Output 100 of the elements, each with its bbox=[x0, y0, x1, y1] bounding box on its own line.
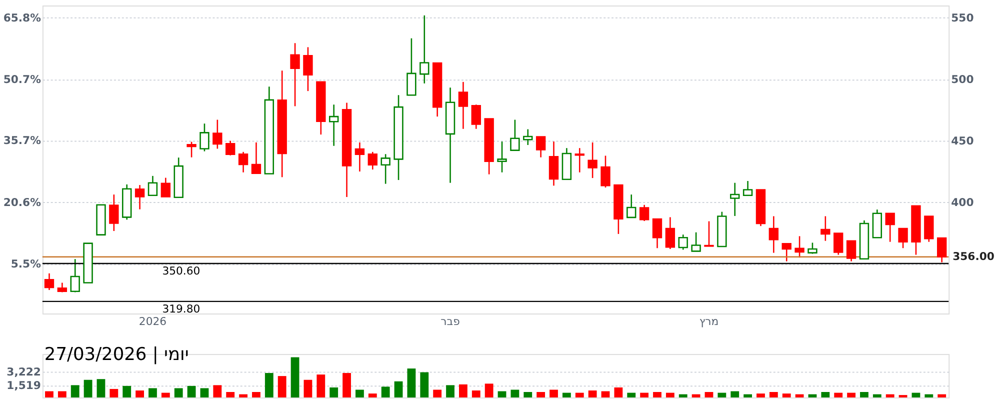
bar bbox=[45, 391, 54, 398]
bar bbox=[588, 390, 597, 398]
candlestick bbox=[70, 258, 80, 293]
bar bbox=[484, 384, 494, 398]
bar bbox=[290, 357, 300, 398]
bar bbox=[239, 394, 248, 398]
candlestick bbox=[742, 180, 753, 196]
bar bbox=[187, 386, 196, 398]
bar bbox=[938, 394, 946, 398]
candlestick bbox=[678, 234, 688, 250]
bar bbox=[226, 392, 235, 398]
candlestick bbox=[471, 104, 481, 130]
bar bbox=[562, 392, 571, 398]
bar bbox=[834, 392, 843, 398]
candlestick bbox=[290, 42, 300, 107]
candlestick bbox=[924, 216, 934, 242]
y2-tick-label: 500 bbox=[951, 72, 974, 86]
y-tick-label: 20.6% bbox=[3, 196, 42, 209]
candlestick bbox=[704, 220, 714, 247]
bar bbox=[264, 373, 274, 398]
bar bbox=[769, 392, 778, 398]
bar bbox=[550, 390, 558, 398]
bar bbox=[924, 394, 934, 398]
candlestick bbox=[354, 142, 365, 172]
y2-tick-label: 550 bbox=[951, 11, 974, 24]
bar bbox=[148, 388, 157, 398]
candlestick bbox=[626, 194, 636, 218]
candlestick bbox=[303, 46, 313, 92]
y-tick-label: 1,519 bbox=[6, 378, 41, 392]
candlestick bbox=[458, 81, 468, 130]
bar bbox=[627, 392, 636, 398]
bar bbox=[342, 373, 351, 398]
candlestick bbox=[574, 147, 584, 174]
candlestick bbox=[794, 236, 804, 258]
y-tick-label: 35.7% bbox=[3, 134, 42, 148]
y-tick-label: 65.8% bbox=[3, 11, 42, 24]
candlestick bbox=[134, 184, 145, 210]
candlestick bbox=[368, 151, 378, 170]
bar bbox=[84, 380, 92, 398]
candlestick bbox=[639, 204, 650, 222]
bar bbox=[304, 380, 312, 398]
y-tick-label: 3,222 bbox=[6, 365, 41, 378]
candlestick bbox=[497, 140, 507, 174]
ref-line-label: 350.60 bbox=[162, 264, 200, 278]
bar bbox=[886, 394, 894, 398]
candlestick bbox=[44, 272, 54, 291]
candlestick bbox=[691, 232, 701, 252]
x-tick-label: מרץ bbox=[699, 314, 719, 328]
bar bbox=[472, 390, 480, 398]
bar bbox=[808, 394, 817, 398]
y-tick-label: 50.7% bbox=[3, 72, 42, 86]
ref-line-label: 356.00 bbox=[952, 250, 995, 263]
bar bbox=[316, 374, 326, 398]
bar bbox=[200, 388, 209, 398]
candlestick bbox=[885, 212, 895, 242]
bar bbox=[847, 392, 856, 398]
bar bbox=[330, 387, 338, 398]
candlestick bbox=[523, 128, 533, 146]
candlestick bbox=[600, 155, 610, 188]
bar bbox=[122, 386, 132, 398]
bar bbox=[174, 388, 183, 398]
candlestick bbox=[730, 182, 740, 217]
bar bbox=[136, 390, 144, 398]
candlestick bbox=[510, 119, 520, 151]
x-tick-label: פבר bbox=[440, 314, 460, 328]
candlestick bbox=[225, 140, 236, 156]
candlestick bbox=[846, 240, 856, 262]
bar bbox=[730, 391, 740, 398]
bar bbox=[860, 392, 868, 398]
bar bbox=[614, 387, 623, 398]
candlestick bbox=[548, 140, 559, 186]
bar bbox=[536, 392, 546, 398]
candlestick bbox=[936, 237, 947, 263]
bar bbox=[821, 392, 830, 398]
bar bbox=[782, 394, 791, 398]
candlestick bbox=[834, 232, 844, 256]
bar bbox=[356, 390, 364, 398]
bar bbox=[407, 368, 416, 398]
candlestick bbox=[536, 136, 546, 158]
ref-line-label: 319.80 bbox=[162, 302, 200, 316]
bar bbox=[252, 392, 260, 398]
bar bbox=[278, 376, 286, 398]
candlestick bbox=[238, 151, 248, 174]
bar bbox=[744, 394, 752, 398]
candlestick bbox=[652, 218, 662, 249]
bar bbox=[678, 394, 688, 398]
bar bbox=[96, 379, 106, 398]
candlestick bbox=[406, 38, 416, 96]
candlestick bbox=[588, 142, 598, 179]
bar bbox=[510, 390, 520, 398]
candlestick bbox=[200, 122, 210, 152]
bar bbox=[872, 394, 882, 398]
bar bbox=[433, 390, 442, 398]
candlestick bbox=[251, 142, 262, 175]
bar bbox=[756, 394, 765, 398]
bar bbox=[394, 381, 403, 398]
candlestick bbox=[782, 243, 792, 262]
candlestick bbox=[768, 216, 779, 254]
bar bbox=[161, 392, 170, 398]
candlestick bbox=[160, 177, 171, 198]
